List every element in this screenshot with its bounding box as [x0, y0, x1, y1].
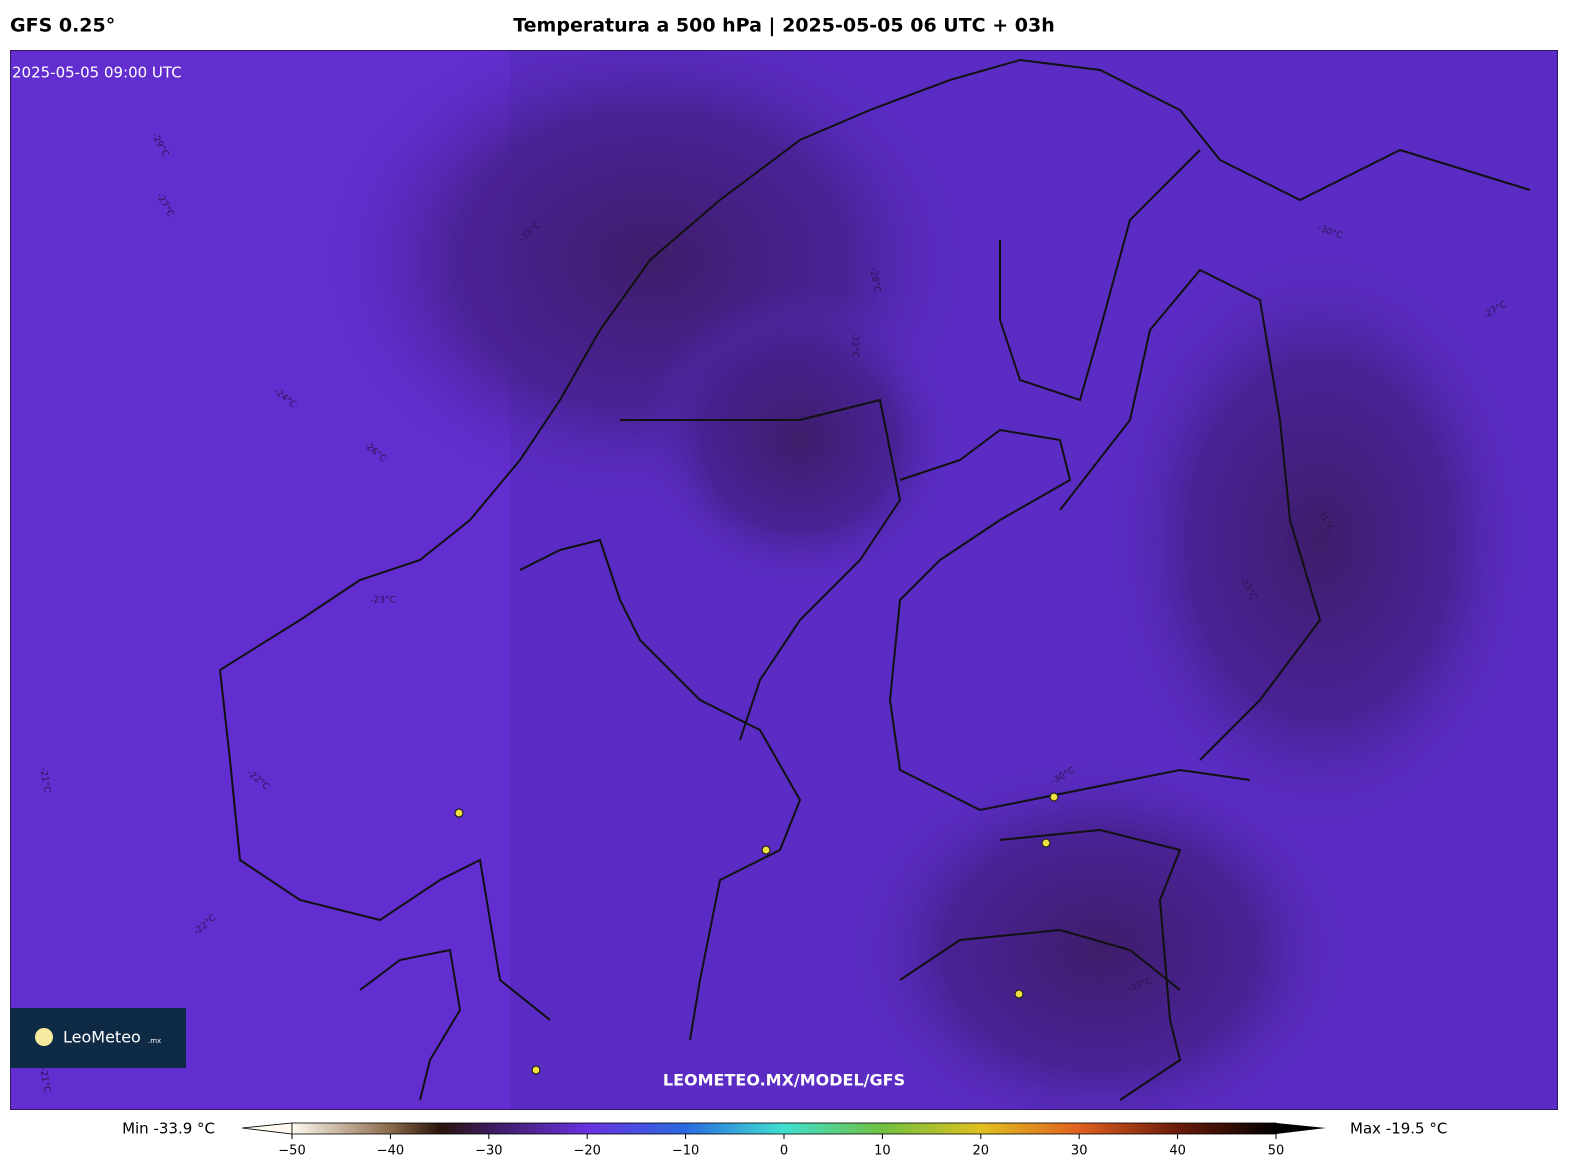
colorbar-tick-label: 0	[780, 1144, 788, 1159]
colorbar-tick-label: 30	[1071, 1144, 1088, 1159]
coast	[359, 948, 462, 1101]
contour-label: -23°C	[370, 596, 395, 606]
coastlines	[219, 58, 1531, 1101]
coast	[620, 398, 902, 741]
colorbar-tick-label: 40	[1169, 1144, 1186, 1159]
colorbar-tick-label: −50	[278, 1144, 305, 1159]
colorbar-tick-label: 20	[973, 1144, 990, 1159]
colorbar-tick-label: 10	[874, 1144, 891, 1159]
contour-label: -21°C	[37, 767, 51, 794]
logo-suffix: .mx	[148, 1037, 161, 1045]
city	[761, 845, 771, 855]
colorbar-tick-label: −20	[573, 1144, 600, 1159]
cities	[454, 792, 1059, 1075]
colorbar-tick-label: −40	[377, 1144, 404, 1159]
colorbar-tick-label: −10	[672, 1144, 699, 1159]
shade	[840, 750, 1360, 1110]
watermark: LEOMETEO.MX/MODEL/GFS	[663, 1071, 905, 1090]
border	[1059, 268, 1322, 761]
city	[1014, 989, 1024, 999]
logo-sun	[35, 1028, 53, 1046]
city	[454, 808, 464, 818]
shade	[1100, 240, 1540, 840]
coast	[519, 538, 802, 1041]
logo-name: LeoMeteo	[63, 1028, 141, 1047]
map-title: Temperatura a 500 hPa | 2025-05-05 06 UT…	[513, 15, 1055, 37]
border	[899, 928, 1181, 991]
timestamp: 2025-05-05 09:00 UTC	[12, 64, 182, 82]
min-label: Min -33.9 °C	[122, 1120, 215, 1138]
coast	[219, 669, 551, 1021]
coast	[888, 428, 1251, 812]
contour-label: -32°C	[850, 332, 860, 357]
city	[531, 1065, 541, 1075]
colorbar-scale	[291, 1122, 1277, 1135]
colorbar: −50 −40 −30 −20 −10 0 10 20 30 40 50	[241, 1122, 1326, 1159]
logo: LeoMeteo .mx	[10, 1008, 186, 1068]
max-label: Max -19.5 °C	[1350, 1120, 1447, 1138]
colorbar-tick-label: 50	[1268, 1144, 1285, 1159]
contour-label: -21°C	[37, 1067, 51, 1094]
border	[999, 149, 1201, 402]
city	[1041, 838, 1051, 848]
border	[999, 828, 1182, 1101]
colorbar-tick-label: −30	[475, 1144, 502, 1159]
colorbar-extend-high	[1276, 1123, 1326, 1134]
shade	[640, 290, 960, 590]
map: -33°C-31°C-32°C-30°C-29°C-27°C-26°C-24°C…	[10, 50, 1558, 1110]
contour-label: -28°C	[867, 267, 881, 294]
coast	[219, 58, 1531, 671]
city	[1049, 792, 1059, 802]
colorbar-extend-low	[241, 1122, 293, 1135]
model-name: GFS 0.25°	[10, 15, 115, 37]
